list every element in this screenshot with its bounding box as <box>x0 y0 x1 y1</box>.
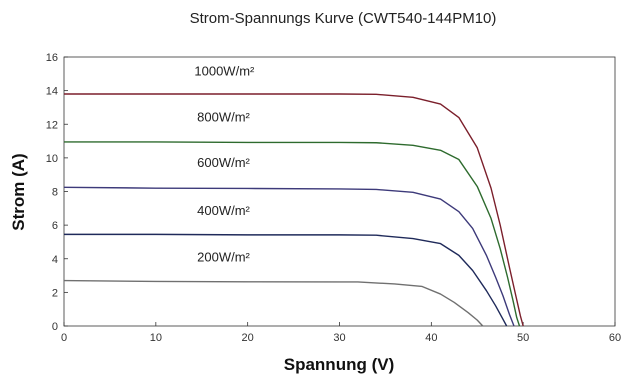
x-tick-label: 20 <box>242 332 254 344</box>
y-axis-label: Strom (A) <box>9 153 28 230</box>
series-line-3 <box>64 233 508 327</box>
x-tick-label: 50 <box>517 332 529 344</box>
y-tick-label: 4 <box>52 254 58 266</box>
series-label-1: 800W/m² <box>197 110 250 125</box>
chart-title: Strom-Spannungs Kurve (CWT540-144PM10) <box>190 10 497 27</box>
x-axis-label: Spannung (V) <box>284 355 394 374</box>
y-tick-label: 0 <box>52 321 58 333</box>
series-labels-group: 1000W/m² 800W/m² 600W/m² 400W/m² 200W/m² <box>194 63 255 264</box>
series-label-4: 200W/m² <box>197 249 250 264</box>
x-tick-label: 10 <box>150 332 162 344</box>
series-label-0: 1000W/m² <box>194 63 255 78</box>
x-tick-label: 40 <box>425 332 437 344</box>
y-tick-label: 16 <box>46 52 58 64</box>
y-tick-label: 14 <box>46 86 58 98</box>
y-tick-label: 12 <box>46 119 58 131</box>
series-label-3: 400W/m² <box>197 203 250 218</box>
axis-ticks-group: 0 10 20 30 40 50 60 0 2 4 6 8 10 12 14 16 <box>46 52 621 344</box>
y-tick-label: 2 <box>52 287 58 299</box>
series-line-0 <box>64 93 524 327</box>
y-tick-label: 8 <box>52 187 58 199</box>
series-group <box>63 93 524 327</box>
series-line-2 <box>63 186 515 327</box>
y-tick-label: 10 <box>46 153 58 165</box>
x-tick-label: 0 <box>61 332 67 344</box>
series-label-2: 600W/m² <box>197 155 250 170</box>
series-line-4 <box>63 279 484 327</box>
series-line-1 <box>64 141 521 327</box>
plot-area-frame <box>63 56 616 327</box>
x-tick-label: 30 <box>333 332 345 344</box>
x-tick-label: 60 <box>609 332 621 344</box>
y-tick-label: 6 <box>52 220 58 232</box>
